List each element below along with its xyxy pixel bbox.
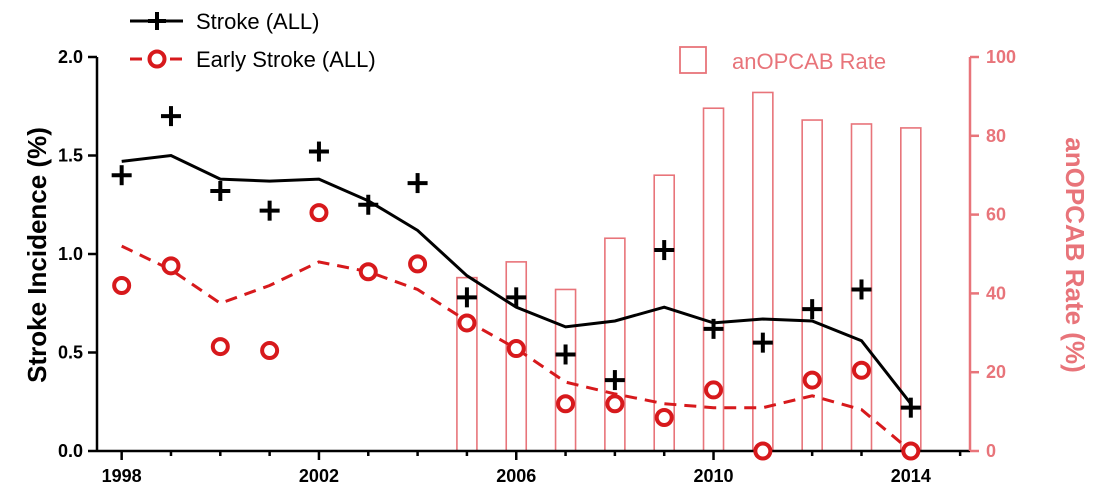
right-tick-label: 80 xyxy=(986,126,1006,146)
early-stroke-point-2014 xyxy=(901,441,921,461)
stroke-point-2002 xyxy=(308,141,329,162)
anopcab-bar-2011 xyxy=(752,91,774,452)
legend-item-anopcab: anOPCAB Rate xyxy=(679,46,886,74)
early-stroke-point-1998 xyxy=(112,276,132,296)
anopcab-bar-2012 xyxy=(801,119,823,452)
early-stroke-point-2002 xyxy=(309,203,329,223)
early-stroke-point-2003 xyxy=(358,262,378,282)
x-tick-label: 2006 xyxy=(496,466,536,486)
right-axis-title: anOPCAB Rate (%) xyxy=(1060,137,1090,372)
stroke-point-2008 xyxy=(604,370,625,391)
right-tick-label: 20 xyxy=(986,362,1006,382)
right-tick-label: 0 xyxy=(986,441,996,461)
early-stroke-point-2009 xyxy=(654,408,674,428)
early-stroke-point-2004 xyxy=(408,254,428,274)
left-tick-label: 1.0 xyxy=(58,244,83,264)
legend: Stroke (ALL) Early Stroke (ALL) anOPCAB … xyxy=(130,9,886,74)
right-axis-ticks: 0 20 40 60 80 100 xyxy=(970,47,1016,461)
x-tick-label: 1998 xyxy=(102,466,142,486)
stroke-point-2012 xyxy=(802,299,823,320)
stroke-point-1999 xyxy=(160,106,181,127)
stroke-point-2004 xyxy=(407,173,428,194)
legend-anopcab-label: anOPCAB Rate xyxy=(732,49,886,74)
stroke-point-2005 xyxy=(456,287,477,308)
right-tick-label: 100 xyxy=(986,47,1016,67)
early-stroke-point-2006 xyxy=(506,339,526,359)
x-axis-ticks: 1998 2002 2006 2010 2014 xyxy=(102,451,962,486)
stroke-point-2000 xyxy=(210,180,231,201)
stroke-point-2009 xyxy=(654,240,675,261)
stroke-point-2014 xyxy=(900,397,921,418)
early-stroke-point-2001 xyxy=(260,341,280,361)
stroke-point-1998 xyxy=(111,165,132,186)
early-stroke-points xyxy=(112,203,921,461)
x-tick-label: 2002 xyxy=(299,466,339,486)
stroke-point-2001 xyxy=(259,200,280,221)
legend-anopcab-bar-icon xyxy=(679,46,707,74)
legend-item-early-stroke: Early Stroke (ALL) xyxy=(130,47,376,72)
legend-early-stroke-label: Early Stroke (ALL) xyxy=(196,47,376,72)
early-stroke-point-2005 xyxy=(457,313,477,333)
stroke-point-2006 xyxy=(506,287,527,308)
anopcab-bars xyxy=(456,91,922,452)
left-axis-ticks: 0.0 0.5 1.0 1.5 2.0 xyxy=(58,47,97,461)
anopcab-bar-2008 xyxy=(604,237,626,452)
left-tick-label: 2.0 xyxy=(58,47,83,67)
x-tick-label: 2010 xyxy=(694,466,734,486)
stroke-point-2013 xyxy=(851,279,872,300)
legend-early-circle-icon xyxy=(147,49,167,69)
stroke-point-2003 xyxy=(358,194,379,215)
early-stroke-trend-line xyxy=(121,244,912,453)
left-axis-title: Stroke Incidence (%) xyxy=(22,127,52,383)
early-stroke-point-2012 xyxy=(802,370,822,390)
early-stroke-point-2011 xyxy=(753,441,773,461)
stroke-point-2011 xyxy=(752,332,773,353)
early-stroke-point-2013 xyxy=(851,360,871,380)
anopcab-bar-2007 xyxy=(554,288,577,452)
early-stroke-point-1999 xyxy=(161,256,181,276)
anopcab-bar-2010 xyxy=(702,107,725,452)
early-stroke-point-2007 xyxy=(556,394,576,414)
x-tick-label: 2014 xyxy=(891,466,931,486)
stroke-point-2007 xyxy=(555,344,576,365)
legend-stroke-label: Stroke (ALL) xyxy=(196,9,320,34)
left-tick-label: 0.5 xyxy=(58,343,83,363)
early-stroke-point-2008 xyxy=(605,394,625,414)
left-tick-label: 1.5 xyxy=(58,146,83,166)
legend-item-stroke: Stroke (ALL) xyxy=(130,9,320,34)
right-tick-label: 40 xyxy=(986,283,1006,303)
stroke-point-2010 xyxy=(703,318,724,339)
right-tick-label: 60 xyxy=(986,205,1006,225)
left-tick-label: 0.0 xyxy=(58,441,83,461)
early-stroke-point-2000 xyxy=(210,337,230,357)
early-stroke-point-2010 xyxy=(704,380,724,400)
stroke-all-points xyxy=(111,106,921,418)
